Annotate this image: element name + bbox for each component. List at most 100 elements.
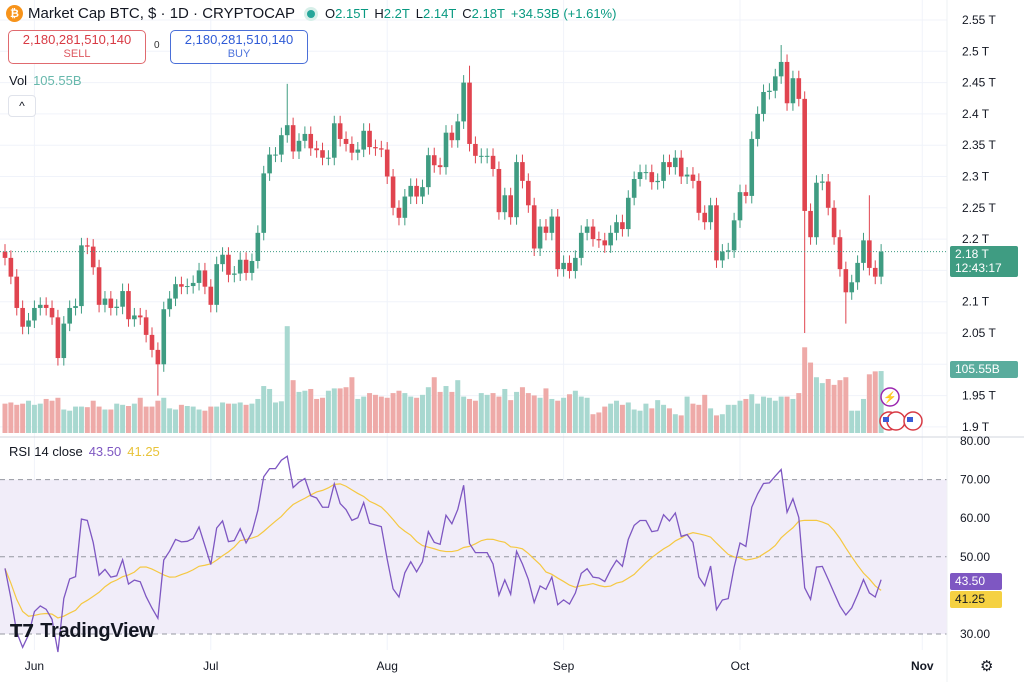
volume-bar: [431, 377, 437, 433]
candle-down: [825, 181, 831, 208]
candle-up: [561, 262, 566, 270]
tradingview-logo[interactable]: 𝗧𝟳 TradingView: [10, 620, 155, 642]
volume-bar: [96, 406, 102, 433]
candle-up: [67, 307, 72, 324]
volume-bar: [325, 390, 331, 433]
symbol-header: ₿ Market Cap BTC, $ · 1D · CRYPTOCAP O2.…: [6, 5, 622, 22]
volume-bar: [2, 403, 8, 433]
lightning-glyph: ⚡: [883, 391, 897, 404]
candle-down: [437, 165, 443, 168]
candle-up: [731, 220, 737, 251]
volume-bar: [8, 402, 14, 433]
time-axis[interactable]: Jun Jul Aug Sep Oct Nov: [25, 659, 934, 673]
collapse-legend-button[interactable]: ^: [8, 95, 36, 117]
chart-settings-icon[interactable]: ⚙: [980, 658, 994, 675]
volume-bar: [78, 406, 84, 433]
volume-bar: [872, 371, 878, 433]
candle-down: [137, 315, 143, 318]
candle-up: [861, 240, 866, 263]
candle-down: [496, 168, 502, 213]
candle-up: [514, 162, 519, 218]
symbol-title[interactable]: Market Cap BTC, $ · 1D · CRYPTOCAP: [28, 5, 296, 22]
candle-up: [720, 251, 725, 261]
volume-bar: [619, 404, 625, 433]
volume-bar: [55, 397, 61, 433]
volume-bar: [343, 387, 349, 433]
price-axis[interactable]: 2.55 T 2.5 T 2.45 T 2.4 T 2.35 T 2.3 T 2.25 T 2…: [962, 13, 996, 434]
volume-bar: [67, 410, 73, 433]
candle-up: [79, 245, 84, 307]
candle-down: [379, 148, 384, 150]
volume-bar: [761, 396, 767, 433]
candle-up: [214, 264, 219, 305]
candle-down: [55, 317, 61, 359]
candle-down: [343, 138, 349, 144]
volume-bar: [349, 377, 355, 433]
candle-up: [778, 61, 784, 77]
volume-bar: [855, 410, 861, 433]
candle-up: [420, 187, 425, 197]
open-value: O2.15T: [325, 6, 369, 21]
current-volume-label: 105.55B: [950, 361, 1018, 378]
time-tick-label: Aug: [377, 659, 398, 673]
volume-bar: [590, 414, 596, 433]
volume-bar: [614, 400, 620, 433]
event-icons[interactable]: ⚡: [879, 387, 923, 431]
rsi-tick-label: 50.00: [960, 550, 990, 564]
high-value: H2.2T: [374, 6, 410, 21]
volume-bar: [708, 408, 714, 433]
buy-label: BUY: [227, 48, 251, 60]
candle-down: [784, 61, 790, 104]
candle-up: [355, 149, 361, 153]
volume-bar: [167, 408, 173, 433]
volume-bar: [643, 403, 649, 433]
price-tick-label: 2.3 T: [962, 170, 990, 184]
volume-bar: [237, 402, 243, 433]
volume-bar: [137, 397, 143, 433]
candle-up: [190, 282, 196, 287]
candle-down: [831, 207, 837, 238]
candle-up: [249, 261, 255, 273]
candle-down: [531, 205, 537, 249]
flag-canton: [883, 417, 889, 422]
candle-up: [232, 273, 237, 275]
buy-button[interactable]: 2,180,281,510,140 BUY: [170, 30, 308, 64]
volume-bar: [302, 390, 308, 433]
volume-bar: [461, 396, 467, 433]
volume-bar: [566, 394, 572, 433]
candle-down: [179, 284, 184, 287]
candle-up: [578, 232, 584, 258]
candle-down: [8, 257, 14, 277]
candle-up: [173, 284, 178, 299]
market-status-dot-icon[interactable]: [307, 9, 316, 18]
lightning-event-icon[interactable]: [880, 387, 900, 407]
rsi-legend: RSI 14 close 43.50 41.25: [9, 444, 160, 459]
sell-label: SELL: [63, 48, 91, 60]
candle-down: [2, 251, 8, 258]
volume-bar: [467, 398, 473, 433]
us-flag-event-icon[interactable]: [886, 411, 906, 431]
sell-button[interactable]: 2,180,281,510,140 SELL: [8, 30, 146, 64]
candle-up: [478, 155, 484, 157]
candle-up: [402, 196, 408, 218]
candle-down: [208, 286, 214, 305]
candle-down: [320, 150, 325, 158]
candle-up: [573, 257, 578, 272]
rsi-axis[interactable]: 80.00 70.00 60.00 50.00 30.00: [960, 434, 990, 641]
volume-bar: [267, 388, 273, 433]
volume-bar: [437, 391, 443, 433]
volume-bar: [743, 398, 749, 433]
candle-down: [837, 237, 843, 270]
price-tick-label: 2.2 T: [962, 232, 990, 246]
volume-bar: [472, 400, 478, 433]
candle-up: [502, 195, 508, 213]
candle-down: [367, 130, 372, 148]
candle-up: [326, 157, 331, 159]
volume-bar: [484, 394, 490, 433]
volume-bar: [261, 386, 267, 433]
volume-bar: [20, 403, 26, 433]
volume-bar: [866, 374, 872, 433]
candle-down: [20, 307, 25, 327]
volume-bar: [190, 406, 196, 433]
